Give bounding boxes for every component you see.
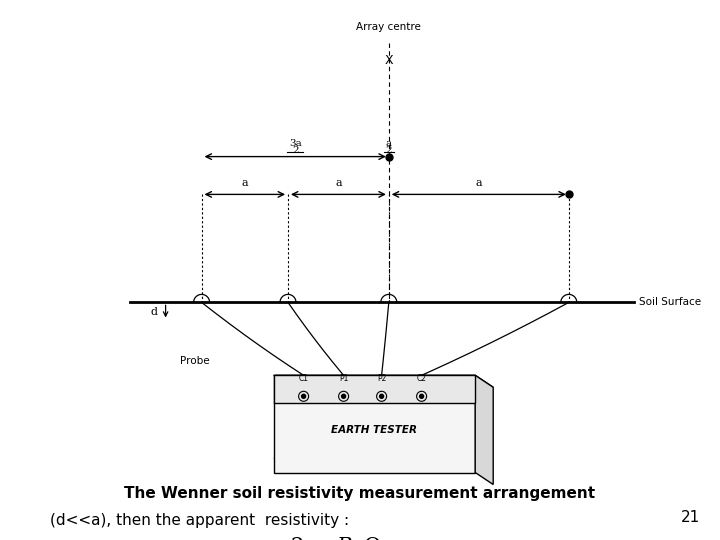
Text: a: a	[241, 178, 248, 188]
Text: Array centre: Array centre	[356, 22, 421, 32]
Circle shape	[302, 394, 305, 399]
Text: P2: P2	[377, 374, 387, 383]
Text: EARTH TESTER: EARTH TESTER	[331, 426, 418, 435]
Polygon shape	[475, 375, 493, 484]
Text: 2: 2	[385, 146, 392, 154]
Text: C2: C2	[417, 374, 426, 383]
Text: P1: P1	[339, 374, 348, 383]
Text: C1: C1	[299, 374, 309, 383]
Text: $\rho = 2\,\pi\, aR \;\; \Omega - m$: $\rho = 2\,\pi\, aR \;\; \Omega - m$	[253, 535, 427, 540]
Bar	[274, 375, 475, 472]
Text: Soil Surface: Soil Surface	[639, 298, 701, 307]
Text: 3a: 3a	[289, 139, 302, 147]
Text: X: X	[384, 54, 393, 67]
Text: a: a	[335, 178, 342, 188]
Circle shape	[379, 394, 384, 399]
Text: 21: 21	[680, 510, 700, 525]
Circle shape	[341, 394, 346, 399]
Circle shape	[420, 394, 423, 399]
Bar	[274, 375, 475, 403]
Text: The Wenner soil resistivity measurement arrangement: The Wenner soil resistivity measurement …	[125, 486, 595, 501]
Text: (d<<a), then the apparent  resistivity :: (d<<a), then the apparent resistivity :	[50, 513, 349, 528]
Text: Probe: Probe	[179, 356, 210, 367]
Text: 2: 2	[292, 146, 299, 154]
Polygon shape	[274, 375, 493, 387]
Text: a: a	[386, 139, 392, 147]
Text: a: a	[475, 178, 482, 188]
Text: d: d	[150, 307, 158, 318]
